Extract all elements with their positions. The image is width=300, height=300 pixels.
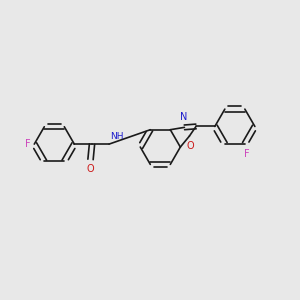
Text: F: F bbox=[25, 139, 31, 149]
Text: F: F bbox=[244, 149, 249, 159]
Text: N: N bbox=[180, 112, 188, 122]
Text: O: O bbox=[186, 141, 194, 151]
Text: O: O bbox=[87, 164, 94, 174]
Text: NH: NH bbox=[110, 132, 123, 141]
